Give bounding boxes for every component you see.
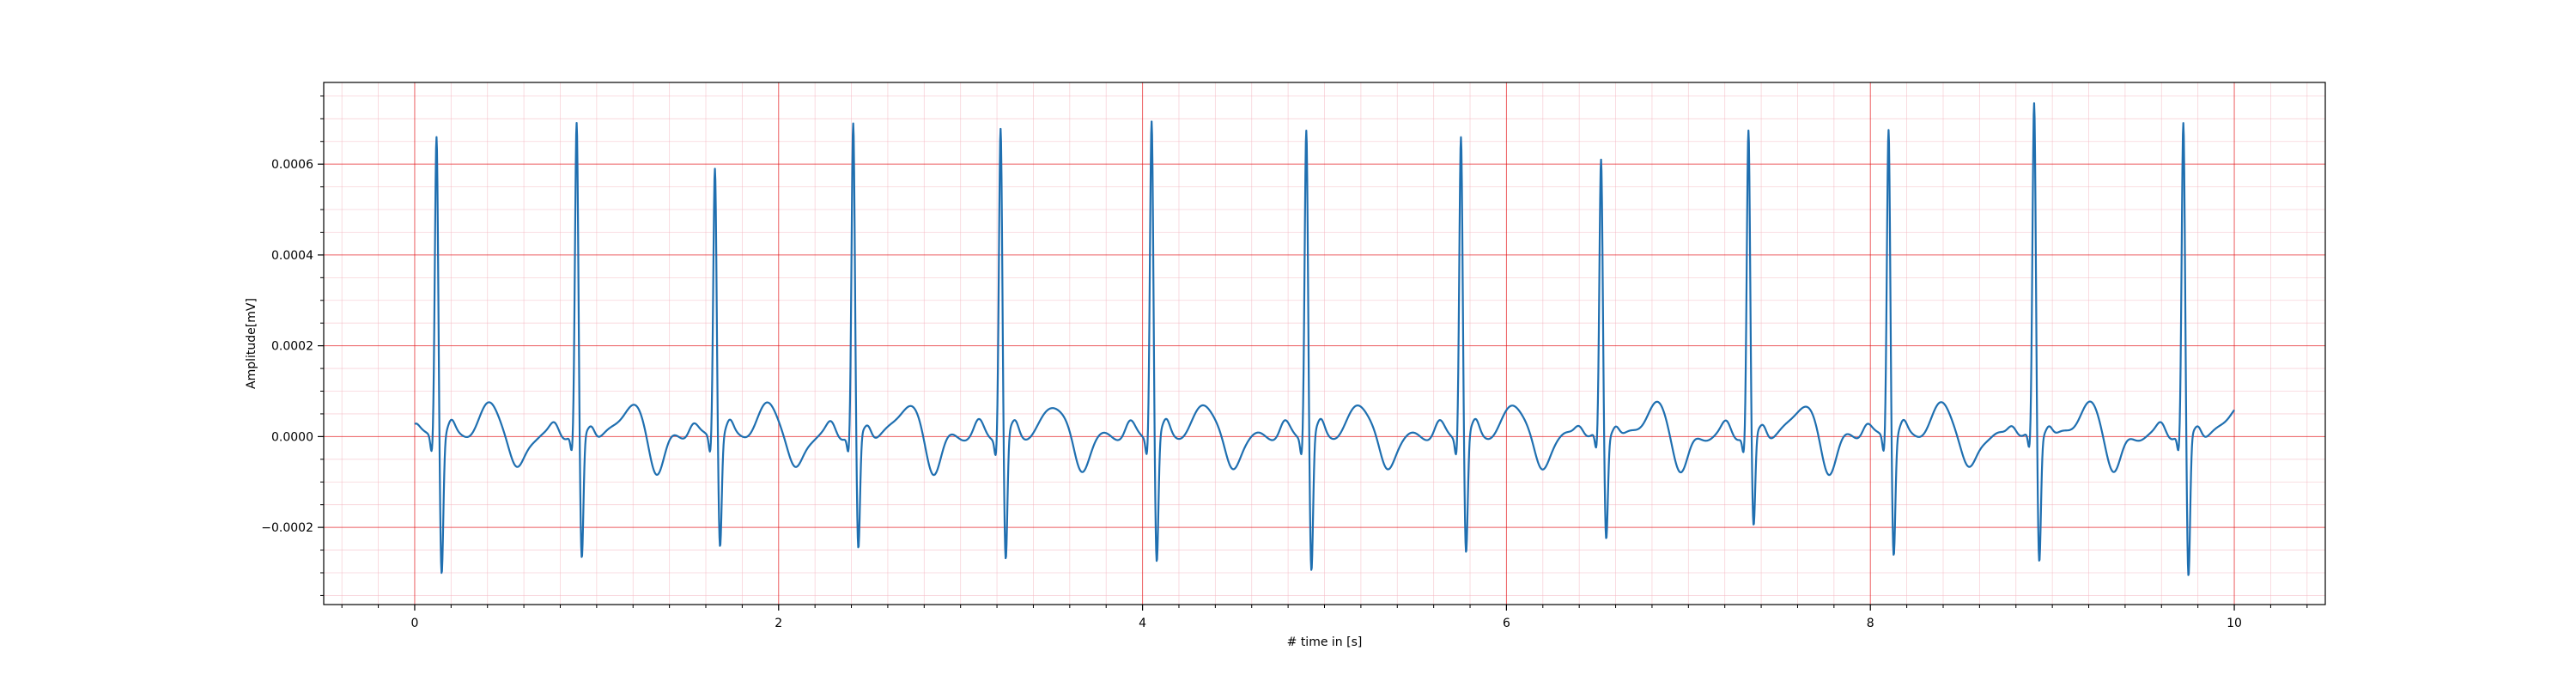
x-tick-label: 8 (1867, 617, 1874, 630)
y-tick-label: 0.0002 (271, 340, 313, 354)
plot-area-frame (323, 82, 2326, 605)
y-tick-label: 0.0004 (271, 249, 313, 263)
x-tick-label: 6 (1503, 617, 1510, 630)
ecg-line (414, 102, 2235, 576)
x-tick-label: 0 (410, 617, 418, 630)
y-axis-label: Amplitude[mV] (245, 298, 258, 389)
axis-ticks: 0 2 4 6 8 10 −0.0002 0.0000 0.0002 0.0004 0.0006 (261, 158, 2242, 630)
minor-ticks (320, 95, 2308, 608)
x-tick-label: 2 (775, 617, 782, 630)
y-tick-label: 0.0000 (271, 430, 313, 444)
x-tick-label: 10 (2227, 617, 2242, 630)
x-axis-label: # time in [s] (1287, 635, 1363, 649)
ecg-series (414, 102, 2235, 576)
y-tick-label: 0.0006 (271, 158, 313, 172)
y-tick-label: −0.0002 (261, 521, 313, 535)
x-tick-label: 4 (1139, 617, 1146, 630)
minor-grid (324, 82, 2325, 605)
